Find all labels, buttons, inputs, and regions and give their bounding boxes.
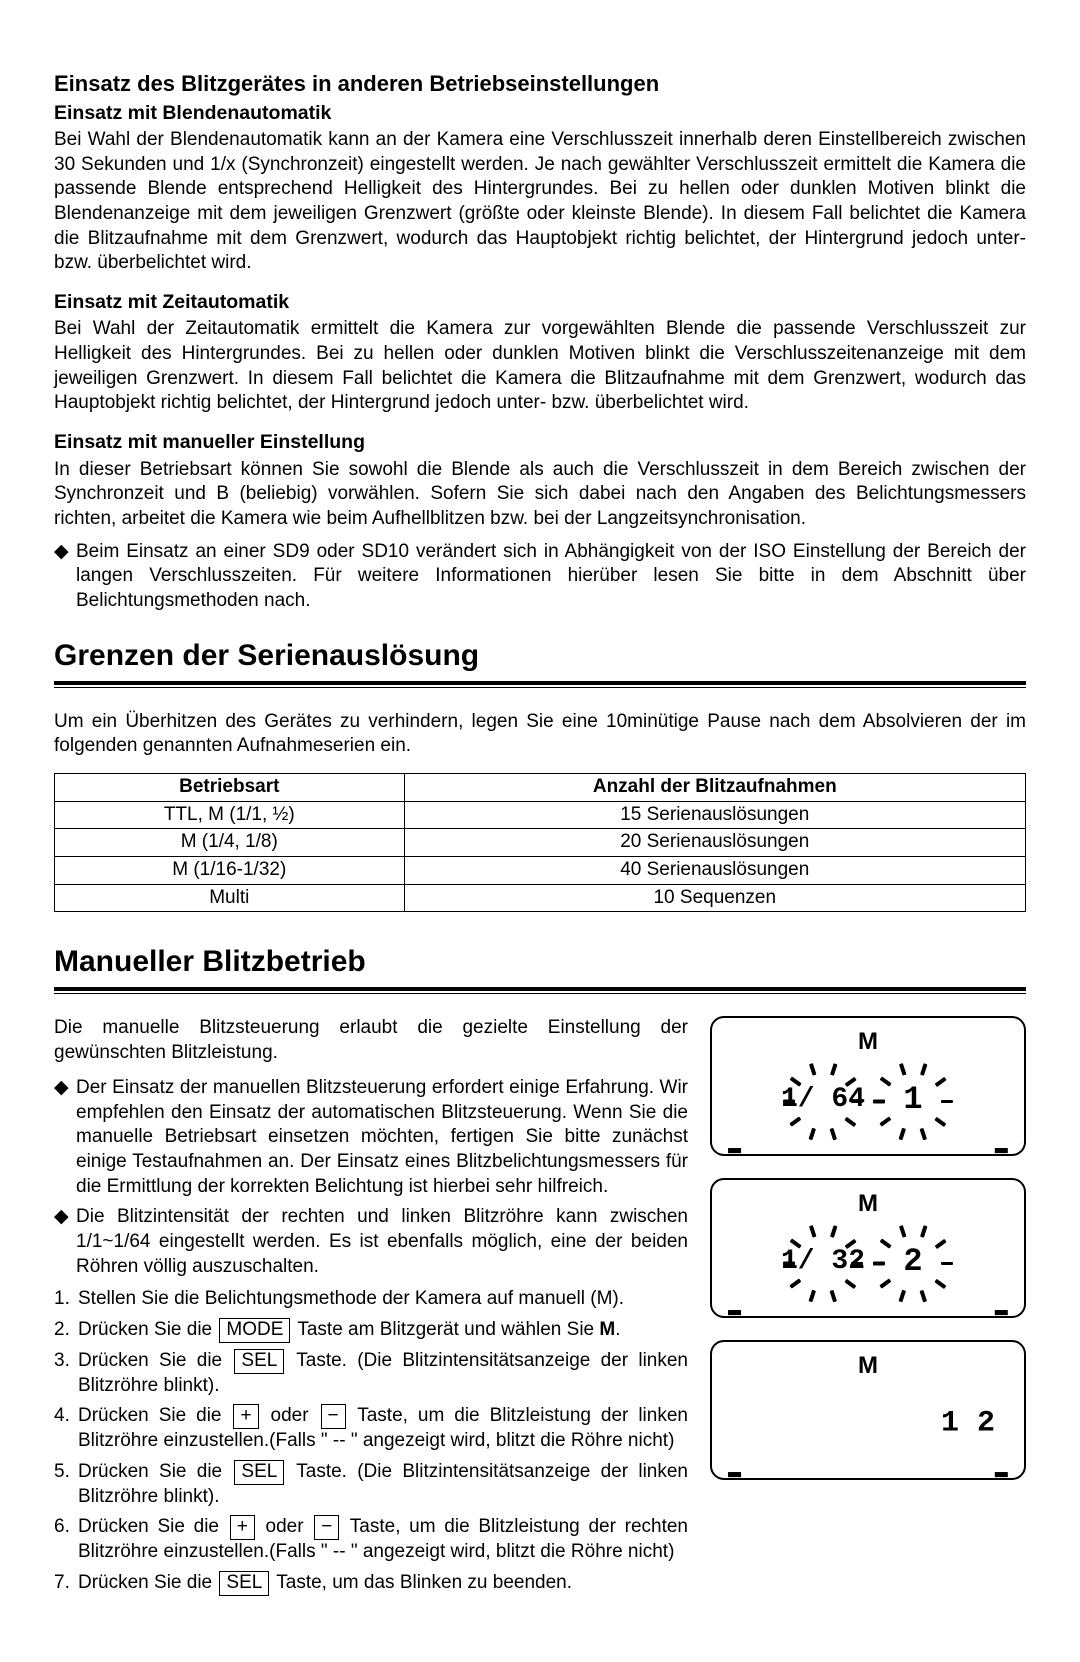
lcd-mode-indicator: M [726,1026,1010,1057]
diamond-bullet-icon: ◆ [54,1076,76,1199]
flash-burst-icon-right: 1 2 [926,1382,1010,1466]
lcd-display: M1 2▬▬ [710,1340,1026,1480]
flash-burst-icon-left: 1/ 32 [781,1220,865,1304]
table-row: M (1/16-1/32)40 Serienauslösungen [55,857,1026,885]
rule-thin [54,687,1026,688]
bullet-intensity: ◆ Die Blitzintensität der rechten und li… [54,1205,688,1279]
lcd-left-value: 1/ 64 [781,1081,865,1117]
step-number: 6. [54,1515,78,1564]
step-number: 3. [54,1349,78,1398]
col-header-mode: Betriebsart [55,774,405,802]
lcd-right-value: 1 [903,1079,922,1121]
lcd-bottom-mark-left: ▬ [728,1142,741,1155]
step-7: 7. Drücken Sie die SEL Taste, um das Bli… [54,1571,688,1596]
keycap-minus: − [321,1404,346,1429]
lcd-bottom-row: ▬▬ [726,1466,1010,1479]
step-1-text: Stellen Sie die Belichtungsmethode der K… [78,1287,688,1312]
lcd-display: M1/ 322▬▬ [710,1178,1026,1318]
table-header-row: Betriebsart Anzahl der Blitzaufnahmen [55,774,1026,802]
table-row: TTL, M (1/1, ½)15 Serienauslösungen [55,801,1026,829]
para-time-auto: Bei Wahl der Zeitautomatik ermittelt die… [54,317,1026,416]
lcd-bottom-mark-right: ▬ [995,1304,1008,1317]
table-cell: TTL, M (1/1, ½) [55,801,405,829]
lcd-bottom-mark-right: ▬ [995,1142,1008,1155]
rule-thin-2 [54,993,1026,994]
para-manual-setting: In dieser Betriebsart können Sie sowohl … [54,458,1026,532]
lcd-display: M1/ 641▬▬ [710,1016,1026,1156]
subheading-manual-setting: Einsatz mit manueller Einstellung [54,430,1026,455]
table-row: M (1/4, 1/8)20 Serienauslösungen [55,829,1026,857]
lcd-right-value: 1 2 [941,1404,995,1443]
step-number: 7. [54,1571,78,1596]
lcd-mid-row: 1 2 [726,1382,1010,1466]
step-5-text: Drücken Sie die SEL Taste. (Die Blitzint… [78,1460,688,1509]
step-2: 2. Drücken Sie die MODE Taste am Blitzge… [54,1318,688,1343]
subheading-time-auto: Einsatz mit Zeitautomatik [54,290,1026,315]
rule-thick-2 [54,987,1026,991]
col-header-count: Anzahl der Blitzaufnahmen [404,774,1025,802]
diamond-bullet-icon: ◆ [54,1205,76,1279]
flash-burst-icon-right: 2 [871,1220,955,1304]
para-burst-intro: Um ein Überhitzen des Gerätes zu verhind… [54,710,1026,759]
step-6: 6. Drücken Sie die + oder − Taste, um di… [54,1515,688,1564]
step-3-text: Drücken Sie die SEL Taste. (Die Blitzint… [78,1349,688,1398]
table-cell: 20 Serienauslösungen [404,829,1025,857]
lcd-bottom-row: ▬▬ [726,1304,1010,1317]
step-number: 5. [54,1460,78,1509]
lcd-mid-row: 1/ 64 1 [726,1058,1010,1142]
table-cell: 15 Serienauslösungen [404,801,1025,829]
step-4-text: Drücken Sie die + oder − Taste, um die B… [78,1404,688,1453]
step-number: 2. [54,1318,78,1343]
lcd-bottom-row: ▬▬ [726,1142,1010,1155]
table-cell: Multi [55,884,405,912]
rule-thick [54,681,1026,685]
keycap-sel: SEL [219,1571,269,1596]
step-3: 3. Drücken Sie die SEL Taste. (Die Blitz… [54,1349,688,1398]
subheading-aperture-auto: Einsatz mit Blendenautomatik [54,101,1026,126]
table-cell: 40 Serienauslösungen [404,857,1025,885]
lcd-bottom-mark-left: ▬ [728,1304,741,1317]
lcd-bottom-mark-right: ▬ [995,1466,1008,1479]
lcd-right-value: 2 [903,1241,922,1283]
table-cell: 10 Sequenzen [404,884,1025,912]
step-7-text: Drücken Sie die SEL Taste, um das Blinke… [78,1571,688,1596]
lcd-bottom-mark-left: ▬ [728,1466,741,1479]
flash-burst-icon-right: 1 [871,1058,955,1142]
bullet-experience-text: Der Einsatz der manuellen Blitzsteuerung… [76,1076,688,1199]
table-cell: M (1/16-1/32) [55,857,405,885]
flash-burst-icon-left: 1/ 64 [781,1058,865,1142]
step-6-text: Drücken Sie die + oder − Taste, um die B… [78,1515,688,1564]
para-manual-intro: Die manuelle Blitzsteuerung erlaubt die … [54,1016,688,1065]
lcd-mode-indicator: M [726,1350,1010,1381]
table-row: Multi10 Sequenzen [55,884,1026,912]
note-sd9-sd10-text: Beim Einsatz an einer SD9 oder SD10 verä… [76,540,1026,614]
step-number: 1. [54,1287,78,1312]
step-5: 5. Drücken Sie die SEL Taste. (Die Blitz… [54,1460,688,1509]
section-heading-other-modes: Einsatz des Blitzgerätes in anderen Betr… [54,70,1026,99]
step-number: 4. [54,1404,78,1453]
para-aperture-auto: Bei Wahl der Blendenautomatik kann an de… [54,128,1026,276]
keycap-mode: MODE [219,1318,290,1343]
table-cell: M (1/4, 1/8) [55,829,405,857]
step-1: 1. Stellen Sie die Belichtungsmethode de… [54,1287,688,1312]
lcd-mid-row: 1/ 32 2 [726,1220,1010,1304]
bullet-intensity-text: Die Blitzintensität der rechten und link… [76,1205,688,1279]
burst-limit-table: Betriebsart Anzahl der Blitzaufnahmen TT… [54,773,1026,912]
keycap-sel: SEL [234,1460,284,1485]
lcd-left-value: 1/ 32 [781,1243,865,1279]
heading-manual-flash: Manueller Blitzbetrieb [54,942,1026,981]
step-4: 4. Drücken Sie die + oder − Taste, um di… [54,1404,688,1453]
lcd-mode-indicator: M [726,1188,1010,1219]
step-2-text: Drücken Sie die MODE Taste am Blitzgerät… [78,1318,688,1343]
note-sd9-sd10: ◆ Beim Einsatz an einer SD9 oder SD10 ve… [54,540,1026,614]
diamond-bullet-icon: ◆ [54,540,76,614]
bullet-experience: ◆ Der Einsatz der manuellen Blitzsteueru… [54,1076,688,1199]
keycap-sel: SEL [234,1349,284,1374]
heading-burst-limits: Grenzen der Serienauslösung [54,636,1026,675]
keycap-plus: + [233,1404,258,1429]
